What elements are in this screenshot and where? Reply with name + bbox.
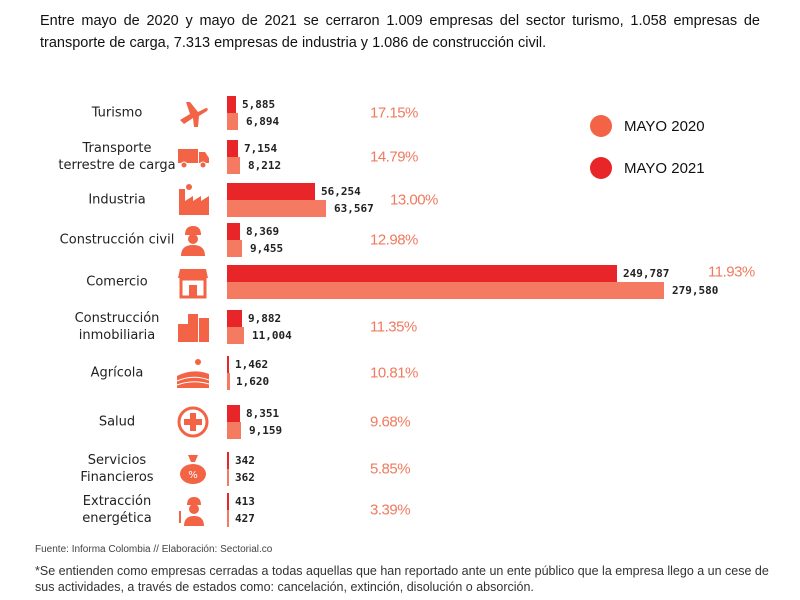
bar-2020 xyxy=(227,200,326,217)
value-label-2020: 63,567 xyxy=(334,202,374,215)
money-bag-icon: % xyxy=(176,452,210,486)
source-text: Fuente: Informa Colombia // Elaboración:… xyxy=(35,544,273,555)
farm-field-icon xyxy=(176,356,210,390)
category-label: Comercio xyxy=(86,274,148,290)
value-label-2020: 8,212 xyxy=(248,159,282,172)
value-label-2020: 11,004 xyxy=(252,329,292,342)
health-cross-icon xyxy=(176,405,210,439)
percent-label: 5.85% xyxy=(370,460,411,478)
category-label: Extracción energética xyxy=(42,493,192,527)
bar-2021 xyxy=(227,356,229,373)
category-label: Agrícola xyxy=(90,365,144,381)
bar-2021 xyxy=(227,140,238,157)
category-label-line: Transporte xyxy=(82,141,152,156)
category-label-line: Servicios xyxy=(87,453,147,468)
percent-label: 12.98% xyxy=(370,231,418,249)
buildings-icon xyxy=(176,310,210,344)
footnote: *Se entienden como empresas cerradas a t… xyxy=(35,564,769,594)
store-icon xyxy=(176,265,210,299)
bar-2020 xyxy=(227,510,229,527)
value-label-2021: 413 xyxy=(235,495,255,508)
percent-label: 13.00% xyxy=(390,191,438,209)
bar-2021 xyxy=(227,265,617,282)
factory-icon xyxy=(176,183,210,217)
bar-2020 xyxy=(227,113,238,130)
category-label-line: energética xyxy=(82,511,152,526)
category-label-line: Financieros xyxy=(80,470,154,485)
category-label-line: terrestre de carga xyxy=(58,158,176,173)
bar-2020 xyxy=(227,327,244,344)
bar-2021 xyxy=(227,96,236,113)
value-label-2021: 9,882 xyxy=(248,312,282,325)
legend-dot-2020 xyxy=(590,115,612,137)
bar-2021 xyxy=(227,493,229,510)
value-label-2021: 249,787 xyxy=(623,267,670,280)
percent-label: 11.35% xyxy=(370,318,417,336)
percent-label: 10.81% xyxy=(370,364,418,382)
category-label: Industria xyxy=(88,192,146,208)
bar-2021 xyxy=(227,183,315,200)
bar-2021 xyxy=(227,452,229,469)
bar-2020 xyxy=(227,157,240,174)
airplane-icon xyxy=(176,96,210,130)
legend-item-2020: MAYO 2020 xyxy=(590,115,705,137)
bar-2020 xyxy=(227,469,229,486)
bar-2020 xyxy=(227,282,664,299)
percent-label: 11.93% xyxy=(708,263,755,281)
category-label: Construcción inmobiliaria xyxy=(42,310,192,344)
value-label-2021: 8,351 xyxy=(246,407,280,420)
bar-2020 xyxy=(227,240,242,257)
category-label: Salud xyxy=(98,414,136,430)
energy-worker-icon xyxy=(176,493,210,527)
intro-text: Entre mayo de 2020 y mayo de 2021 se cer… xyxy=(40,13,760,51)
percent-label: 17.15% xyxy=(370,104,418,122)
category-label: Servicios Financieros xyxy=(42,452,192,486)
value-label-2021: 7,154 xyxy=(244,142,278,155)
legend-label: MAYO 2021 xyxy=(624,159,705,177)
percent-label: 14.79% xyxy=(370,148,418,166)
category-label-line: inmobiliaria xyxy=(78,328,156,343)
value-label-2020: 9,159 xyxy=(249,424,283,437)
svg-text:%: % xyxy=(188,470,198,481)
truck-icon xyxy=(176,140,210,174)
value-label-2021: 5,885 xyxy=(242,98,276,111)
value-label-2020: 427 xyxy=(235,512,255,525)
value-label-2021: 8,369 xyxy=(246,225,280,238)
percent-label: 9.68% xyxy=(370,413,411,431)
value-label-2021: 342 xyxy=(235,454,255,467)
bar-2020 xyxy=(227,422,241,439)
category-label: Turismo xyxy=(91,105,143,121)
value-label-2020: 279,580 xyxy=(672,284,719,297)
value-label-2021: 1,462 xyxy=(235,358,269,371)
category-label: Transporte terrestre de carga xyxy=(42,140,192,174)
bar-2021 xyxy=(227,405,240,422)
legend-dot-2021 xyxy=(590,157,612,179)
value-label-2020: 9,455 xyxy=(250,242,284,255)
legend-label: MAYO 2020 xyxy=(624,117,705,135)
bar-2020 xyxy=(227,373,230,390)
category-label-line: Construcción xyxy=(74,311,160,326)
value-label-2021: 56,254 xyxy=(321,185,361,198)
value-label-2020: 1,620 xyxy=(236,375,270,388)
bar-2021 xyxy=(227,310,242,327)
value-label-2020: 362 xyxy=(235,471,255,484)
value-label-2020: 6,894 xyxy=(246,115,280,128)
category-label-line: Extracción xyxy=(82,494,152,509)
percent-label: 3.39% xyxy=(370,501,411,519)
construction-worker-icon xyxy=(176,223,210,257)
bar-2021 xyxy=(227,223,240,240)
category-label: Construcción civil xyxy=(59,232,175,248)
legend-item-2021: MAYO 2021 xyxy=(590,157,705,179)
